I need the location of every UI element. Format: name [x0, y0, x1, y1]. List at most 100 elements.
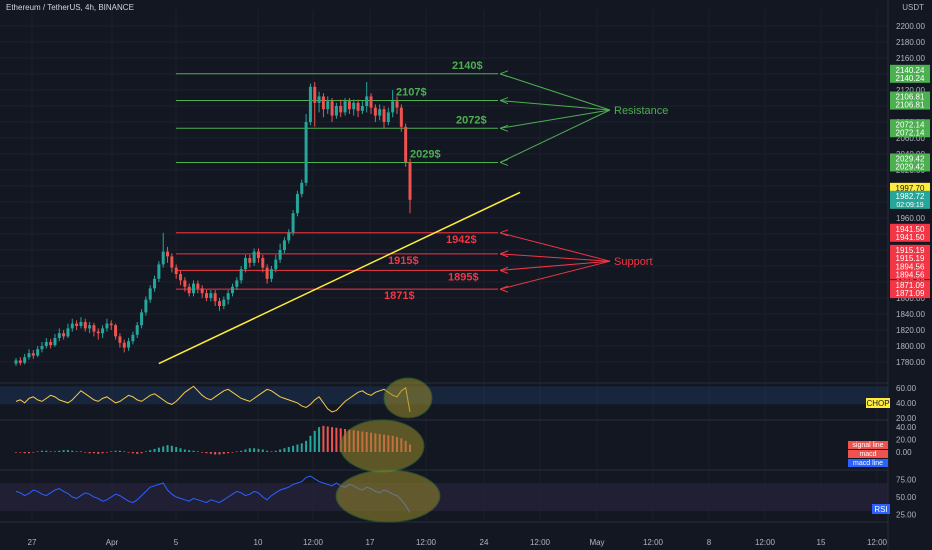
- macd-panel: 40.00 20.00 0.00 signal line macd macd line: [15, 419, 917, 473]
- candle-body: [360, 106, 364, 111]
- price-tick: 2120.00: [896, 86, 925, 95]
- candle-body: [209, 293, 213, 298]
- candle-body: [308, 86, 312, 122]
- chop-tick: 60.00: [896, 384, 917, 393]
- candle-body: [23, 357, 27, 363]
- candle-body: [200, 288, 204, 294]
- price-label: 2029.42: [896, 154, 925, 163]
- price-label-box: [890, 153, 930, 172]
- candle-body: [49, 342, 53, 346]
- candle-body: [330, 101, 334, 116]
- macd-tick: 0.00: [896, 448, 912, 457]
- candle-body: [347, 101, 351, 110]
- candle-body: [53, 338, 57, 346]
- candle-body: [170, 256, 174, 268]
- support-level-label: 1942$: [446, 234, 477, 246]
- candle-body: [300, 182, 304, 194]
- time-tick: 27: [28, 538, 37, 547]
- price-label-dup: 2140.24: [896, 74, 925, 83]
- price-label-dup: 2029.42: [896, 162, 925, 171]
- support-arrow: [499, 232, 611, 262]
- annotations-layer: Resistance Support: [158, 70, 668, 365]
- price-label: 2072.14: [896, 120, 925, 129]
- price-label: 1997.70: [896, 184, 925, 193]
- rsi-panel: 75.00 50.00 25.00 RSI: [0, 469, 917, 523]
- macd-legend-label: macd: [859, 451, 876, 458]
- candle-body: [287, 232, 291, 241]
- support-level-label: 1895$: [448, 271, 479, 283]
- price-label: 1871.09: [896, 281, 925, 290]
- price-label-box: [890, 119, 930, 138]
- price-label: 1894.56: [896, 262, 925, 271]
- macd-legend-label: signal line: [852, 442, 883, 449]
- resistance-arrow: [499, 73, 611, 111]
- currency-label: USDT: [902, 3, 924, 12]
- rsi-tick: 75.00: [896, 476, 917, 485]
- price-label-dup: 1941.50: [896, 233, 925, 242]
- candle-body: [92, 325, 96, 332]
- resistance-arrow: [499, 109, 611, 163]
- price-tick: 2200.00: [896, 22, 925, 31]
- candle-body: [101, 328, 105, 334]
- price-label: 1941.50: [896, 225, 925, 234]
- price-label-box: [890, 182, 930, 193]
- chop-tick: 20.00: [896, 414, 917, 423]
- time-tick: 12:00: [867, 538, 888, 547]
- resistance-level-label: 2029$: [410, 148, 441, 160]
- candle-body: [96, 331, 100, 334]
- candle-body: [213, 293, 217, 302]
- time-tick: 15: [817, 538, 826, 547]
- candle-body: [239, 269, 243, 281]
- candle-body: [343, 101, 347, 113]
- candle-body: [408, 162, 412, 200]
- support-arrow: [499, 253, 611, 262]
- time-tick: 17: [366, 538, 375, 547]
- chop-tick: 40.00: [896, 399, 917, 408]
- support-level-label: 1871$: [384, 290, 415, 302]
- price-tick: 1780.00: [896, 358, 925, 367]
- candle-body: [205, 293, 209, 298]
- candle-body: [114, 325, 118, 337]
- candle-body: [196, 283, 200, 289]
- chop-tag-box: [866, 398, 890, 408]
- price-label-dup: 1871.09: [896, 289, 925, 298]
- chart-grid: [0, 0, 889, 550]
- price-tick: 1800.00: [896, 342, 925, 351]
- candle-body: [44, 342, 48, 346]
- candle-body: [166, 251, 170, 257]
- price-tick: 1860.00: [896, 294, 925, 303]
- time-tick: 10: [254, 538, 263, 547]
- resistance-level-label: 2072$: [456, 114, 487, 126]
- resistance-arrowhead: [499, 97, 509, 105]
- price-label-dup: 2072.14: [896, 128, 925, 137]
- resistance-arrow: [499, 100, 611, 111]
- candle-body: [105, 323, 109, 329]
- candle-body: [339, 106, 343, 113]
- rsi-tag: RSI: [874, 505, 887, 514]
- candle-body: [148, 288, 152, 300]
- macd-tick: 20.00: [896, 436, 917, 445]
- candle-body: [157, 264, 161, 279]
- candle-body: [304, 122, 308, 183]
- support-arrow: [499, 260, 611, 271]
- macd-legend-box: [848, 450, 888, 458]
- candle-body: [66, 328, 70, 337]
- candle-body: [269, 269, 273, 279]
- candle-body: [62, 333, 66, 337]
- current-price-box: [890, 190, 930, 209]
- price-label: 2140.24: [896, 66, 925, 75]
- rsi-tag-box: [872, 504, 890, 514]
- candle-body: [118, 336, 122, 343]
- support-arrowhead: [499, 229, 509, 237]
- price-tick: 2060.00: [896, 134, 925, 143]
- resistance-arrowhead: [499, 158, 509, 166]
- rsi-band: [0, 483, 888, 511]
- price-tick: 1960.00: [896, 214, 925, 223]
- time-tick: 12:00: [416, 538, 437, 547]
- candle-body: [222, 299, 226, 306]
- candle-body: [352, 102, 356, 110]
- candle-body: [70, 323, 74, 329]
- candle-body: [243, 258, 247, 270]
